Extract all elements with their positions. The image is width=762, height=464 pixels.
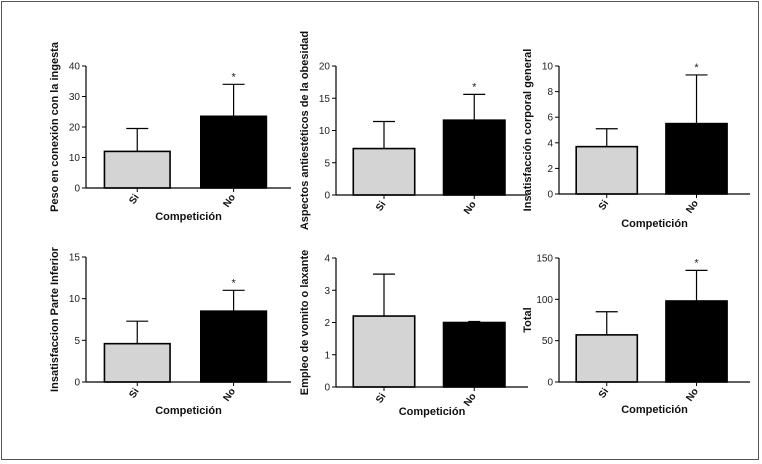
chart-panel-6: 0 50 100 150 Total Si No * Competición	[522, 254, 750, 416]
bar-no	[665, 122, 728, 195]
significance-marker: *	[231, 71, 236, 83]
y-tick-label: 0	[324, 191, 330, 202]
category-label: Si	[374, 391, 389, 405]
y-tick-label: 0	[74, 184, 80, 195]
bar-si	[575, 334, 639, 383]
y-tick-label: 10	[319, 126, 331, 137]
x-axis-label: Competición	[399, 406, 466, 418]
y-tick-label: 0	[547, 378, 553, 389]
y-tick-label: 4	[324, 254, 330, 265]
bar-si	[352, 147, 416, 196]
bar-no	[442, 321, 506, 388]
bar-no	[200, 310, 268, 383]
y-tick-label: 100	[536, 295, 553, 306]
category-label: Si	[597, 198, 612, 212]
bar-no	[200, 115, 268, 189]
y-tick-label: 3	[324, 286, 330, 297]
y-tick-label: 10	[69, 153, 81, 164]
chart-panel-1: 0 10 20 30 40 Peso en conexión con la ingesta…	[49, 41, 291, 223]
bar-no	[665, 300, 728, 383]
y-axis-label: Empleo de vomito o laxante	[299, 250, 311, 395]
y-tick-label: 40	[69, 62, 81, 73]
category-label: No	[684, 386, 701, 403]
y-tick-label: 0	[324, 383, 330, 394]
y-tick-label: 8	[547, 87, 553, 98]
x-axis-label: Competición	[621, 404, 688, 416]
y-axis-label: Insatisfaccion Parte Inferior	[49, 246, 61, 392]
x-axis-label: Competición	[155, 405, 222, 417]
y-tick-label: 0	[74, 378, 80, 389]
y-tick-label: 150	[536, 254, 553, 265]
y-tick-label: 2	[547, 164, 553, 175]
chart-panel-3: 0 2 4 6 8 10 Insatisfacción corporal general Si…	[522, 49, 750, 230]
y-tick-label: 6	[547, 113, 553, 124]
significance-marker: *	[231, 277, 236, 289]
bar-si	[103, 150, 171, 189]
y-axis-label: Total	[522, 307, 534, 332]
category-label: Si	[127, 386, 142, 400]
y-tick-label: 10	[542, 62, 554, 73]
y-tick-label: 1	[324, 350, 330, 361]
y-tick-label: 30	[69, 92, 81, 103]
bar-si	[352, 315, 416, 388]
bar-si	[575, 145, 639, 195]
y-tick-label: 50	[542, 336, 554, 347]
category-label: No	[221, 386, 238, 403]
significance-marker: *	[694, 257, 699, 269]
category-label: No	[462, 199, 479, 216]
y-tick-label: 20	[69, 123, 81, 134]
chart-panel-4: 0 5 10 15 Insatisfaccion Parte Inferior Si No *…	[49, 246, 291, 417]
y-axis-label: Insatisfacción corporal general	[522, 49, 534, 212]
significance-marker: *	[694, 62, 699, 74]
y-axis-label: Aspectos antiestéticos de la obesidad	[299, 31, 311, 230]
y-tick-label: 10	[69, 294, 81, 305]
category-label: Si	[597, 386, 612, 400]
bar-si	[103, 342, 171, 383]
y-tick-label: 5	[324, 158, 330, 169]
y-tick-label: 20	[319, 62, 331, 73]
y-tick-label: 15	[69, 253, 81, 264]
y-axis-label: Peso en conexión con la ingesta	[49, 41, 61, 212]
category-label: No	[684, 198, 701, 215]
category-label: No	[221, 192, 238, 209]
chart-panel-2: 0 5 10 15 20 Aspectos antiestéticos de la obe…	[299, 31, 528, 230]
category-label: Si	[374, 199, 389, 213]
x-axis-label: Competición	[155, 211, 222, 223]
significance-marker: *	[472, 81, 477, 93]
y-tick-label: 2	[324, 318, 330, 329]
y-tick-label: 15	[319, 94, 331, 105]
x-axis-label: Competición	[621, 218, 688, 230]
y-tick-label: 4	[547, 138, 553, 149]
y-tick-label: 5	[74, 336, 80, 347]
category-label: Si	[127, 192, 142, 206]
bar-no	[442, 119, 506, 196]
y-tick-label: 0	[547, 190, 553, 201]
